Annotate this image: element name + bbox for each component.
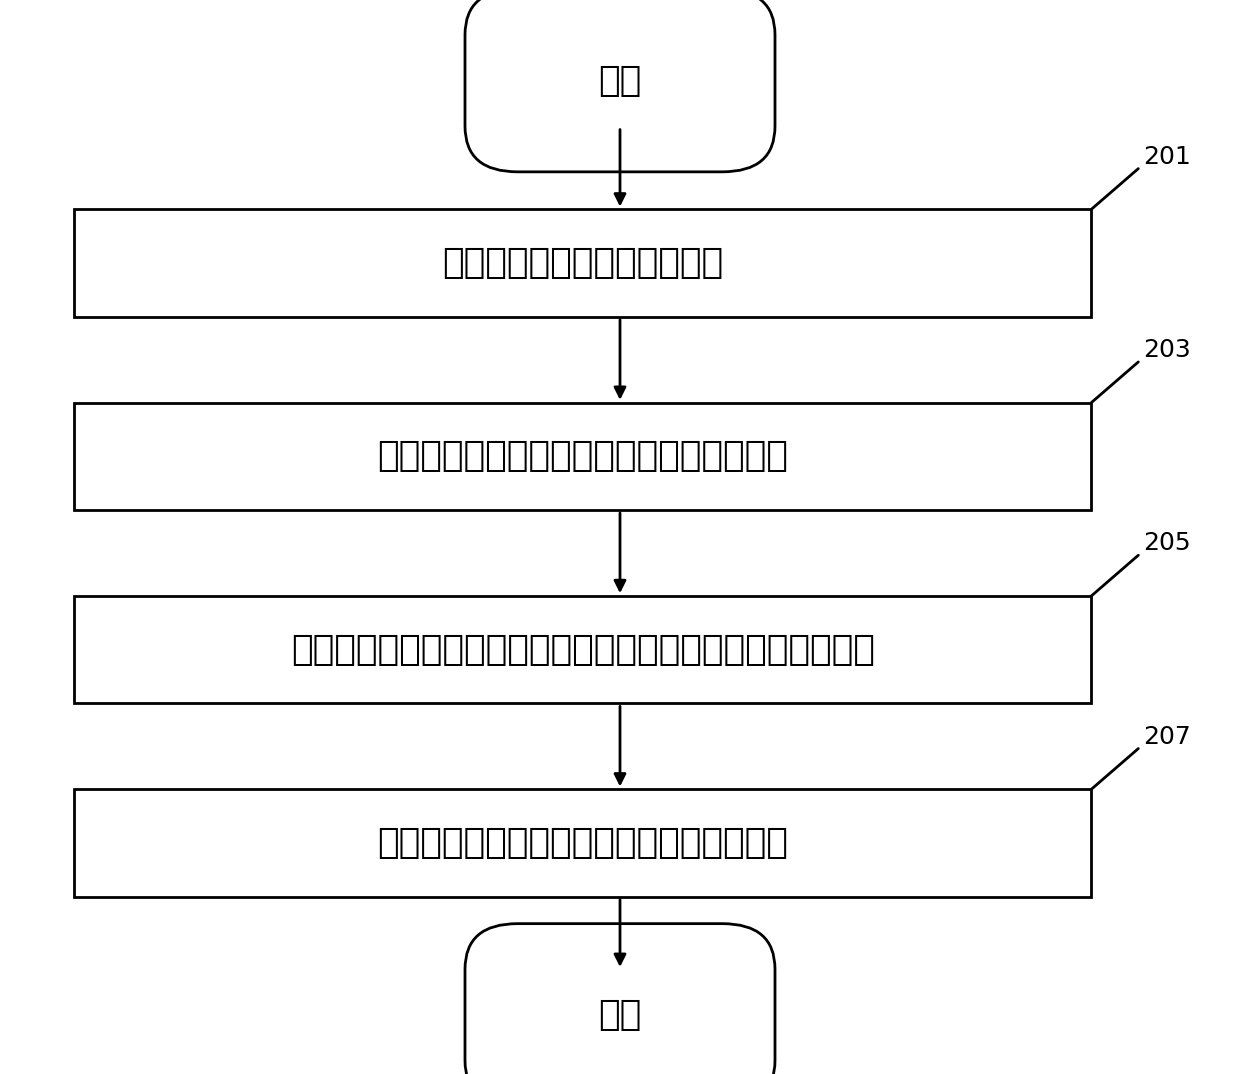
Bar — [74, 403, 1091, 510]
Text: 结束: 结束 — [599, 998, 641, 1032]
Bar — [74, 596, 1091, 703]
Bar — [74, 789, 1091, 897]
Text: 形成第二类型的低浓度半导体层及第一类型的低浓度半导体层: 形成第二类型的低浓度半导体层及第一类型的低浓度半导体层 — [291, 633, 874, 667]
Bar — [74, 209, 1091, 317]
FancyBboxPatch shape — [465, 0, 775, 172]
FancyBboxPatch shape — [465, 924, 775, 1074]
Text: 207: 207 — [1143, 725, 1192, 749]
Text: 在基板上形成埋入绝缘氧化膜: 在基板上形成埋入绝缘氧化膜 — [443, 246, 723, 280]
Text: 形成第一类型的高浓度半导体层作为阴极层: 形成第一类型的高浓度半导体层作为阴极层 — [377, 439, 789, 474]
Text: 201: 201 — [1143, 145, 1192, 169]
Text: 205: 205 — [1143, 532, 1190, 555]
Text: 形成第二类型的高浓度半导体层作为阳极层: 形成第二类型的高浓度半导体层作为阳极层 — [377, 826, 789, 860]
Text: 203: 203 — [1143, 338, 1192, 362]
Text: 开始: 开始 — [599, 63, 641, 98]
